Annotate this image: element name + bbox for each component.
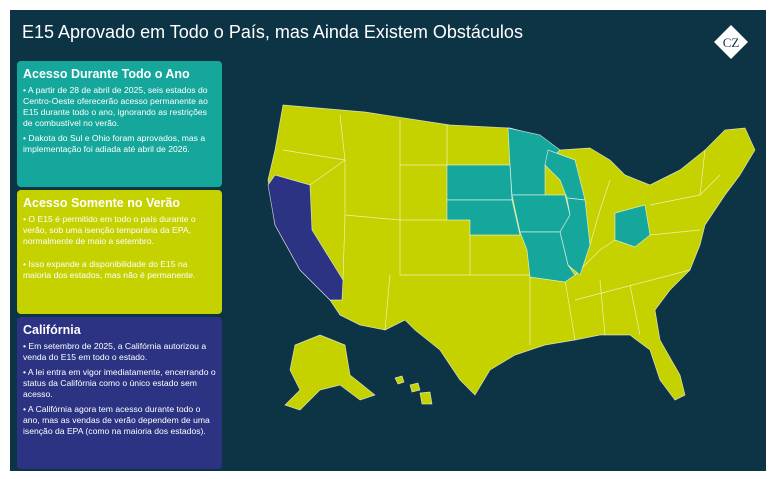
state-border — [342, 214, 346, 281]
us-map — [267, 104, 756, 411]
svg-text:CZ: CZ — [723, 35, 740, 50]
state-border — [384, 274, 391, 331]
state-border — [574, 269, 691, 301]
card-bullet: • A lei entra em vigor imediatamente, en… — [23, 366, 216, 399]
state-border — [309, 114, 346, 186]
card-column: Acesso Durante Todo o Ano • A partir de … — [17, 61, 222, 469]
state-nebraska — [446, 199, 521, 236]
state-hawaii — [394, 375, 405, 385]
state-border — [629, 284, 641, 336]
state-border — [399, 120, 471, 276]
state-california — [267, 174, 344, 301]
state-south-dakota — [446, 164, 513, 201]
card-heading: Califórnia — [23, 322, 81, 337]
state-minnesota — [507, 127, 561, 196]
card-bullet: • O E15 é permitido em todo o país duran… — [23, 214, 196, 247]
state-missouri — [519, 231, 576, 283]
state-border — [589, 179, 611, 246]
card-bullet: • Em setembro de 2025, a Califórnia auto… — [23, 340, 207, 362]
us-summer-only-states — [267, 104, 756, 401]
state-iowa — [511, 194, 571, 233]
state-hawaii-island — [419, 391, 433, 405]
state-border — [564, 279, 576, 341]
cz-logo: CZ — [714, 25, 748, 59]
card-bullet: • A Califórnia agora tem acesso durante … — [23, 403, 210, 436]
card-summer-only: Acesso Somente no Verão • O E15 é permit… — [17, 190, 222, 314]
card-heading: Acesso Somente no Verão — [23, 196, 181, 211]
page-title: E15 Aprovado em Todo o País, mas Ainda E… — [22, 22, 523, 42]
state-border — [599, 279, 606, 336]
state-ohio — [614, 204, 651, 248]
card-bullet: • Isso expande a disponibilidade do E15 … — [23, 259, 196, 281]
state-border — [699, 149, 706, 196]
card-heading: Acesso Durante Todo o Ano — [23, 67, 190, 81]
card-california: Califórnia • Em setembro de 2025, a Cali… — [17, 316, 222, 469]
card-bullet: • Dakota do Sul e Ohio foram aprovados, … — [23, 133, 206, 154]
state-alaska — [284, 334, 376, 411]
state-hawaii-island — [409, 382, 421, 393]
card-bullet: • A partir de 28 de abril de 2025, seis … — [23, 85, 208, 128]
infographic: E15 Aprovado em Todo o País, mas Ainda E… — [10, 10, 766, 471]
state-illinois — [559, 197, 591, 276]
card-year-round: Acesso Durante Todo o Ano • A partir de … — [17, 61, 222, 188]
